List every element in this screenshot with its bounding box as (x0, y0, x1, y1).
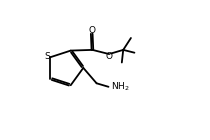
Text: NH$_2$: NH$_2$ (111, 80, 130, 93)
Text: O: O (88, 26, 95, 35)
Text: S: S (44, 52, 50, 61)
Text: O: O (106, 52, 113, 61)
